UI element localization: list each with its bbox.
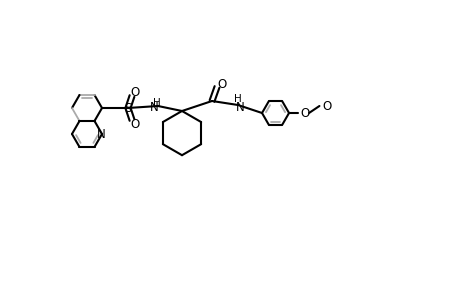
Text: N: N xyxy=(96,128,105,140)
Text: O: O xyxy=(130,85,140,98)
Text: O: O xyxy=(130,118,140,130)
Text: H: H xyxy=(153,98,161,107)
Text: H: H xyxy=(234,94,241,104)
Text: O: O xyxy=(217,77,226,91)
Text: S: S xyxy=(124,101,131,115)
Text: O: O xyxy=(300,106,309,119)
Text: N: N xyxy=(149,101,158,114)
Text: N: N xyxy=(235,100,244,113)
Text: O: O xyxy=(322,100,331,112)
